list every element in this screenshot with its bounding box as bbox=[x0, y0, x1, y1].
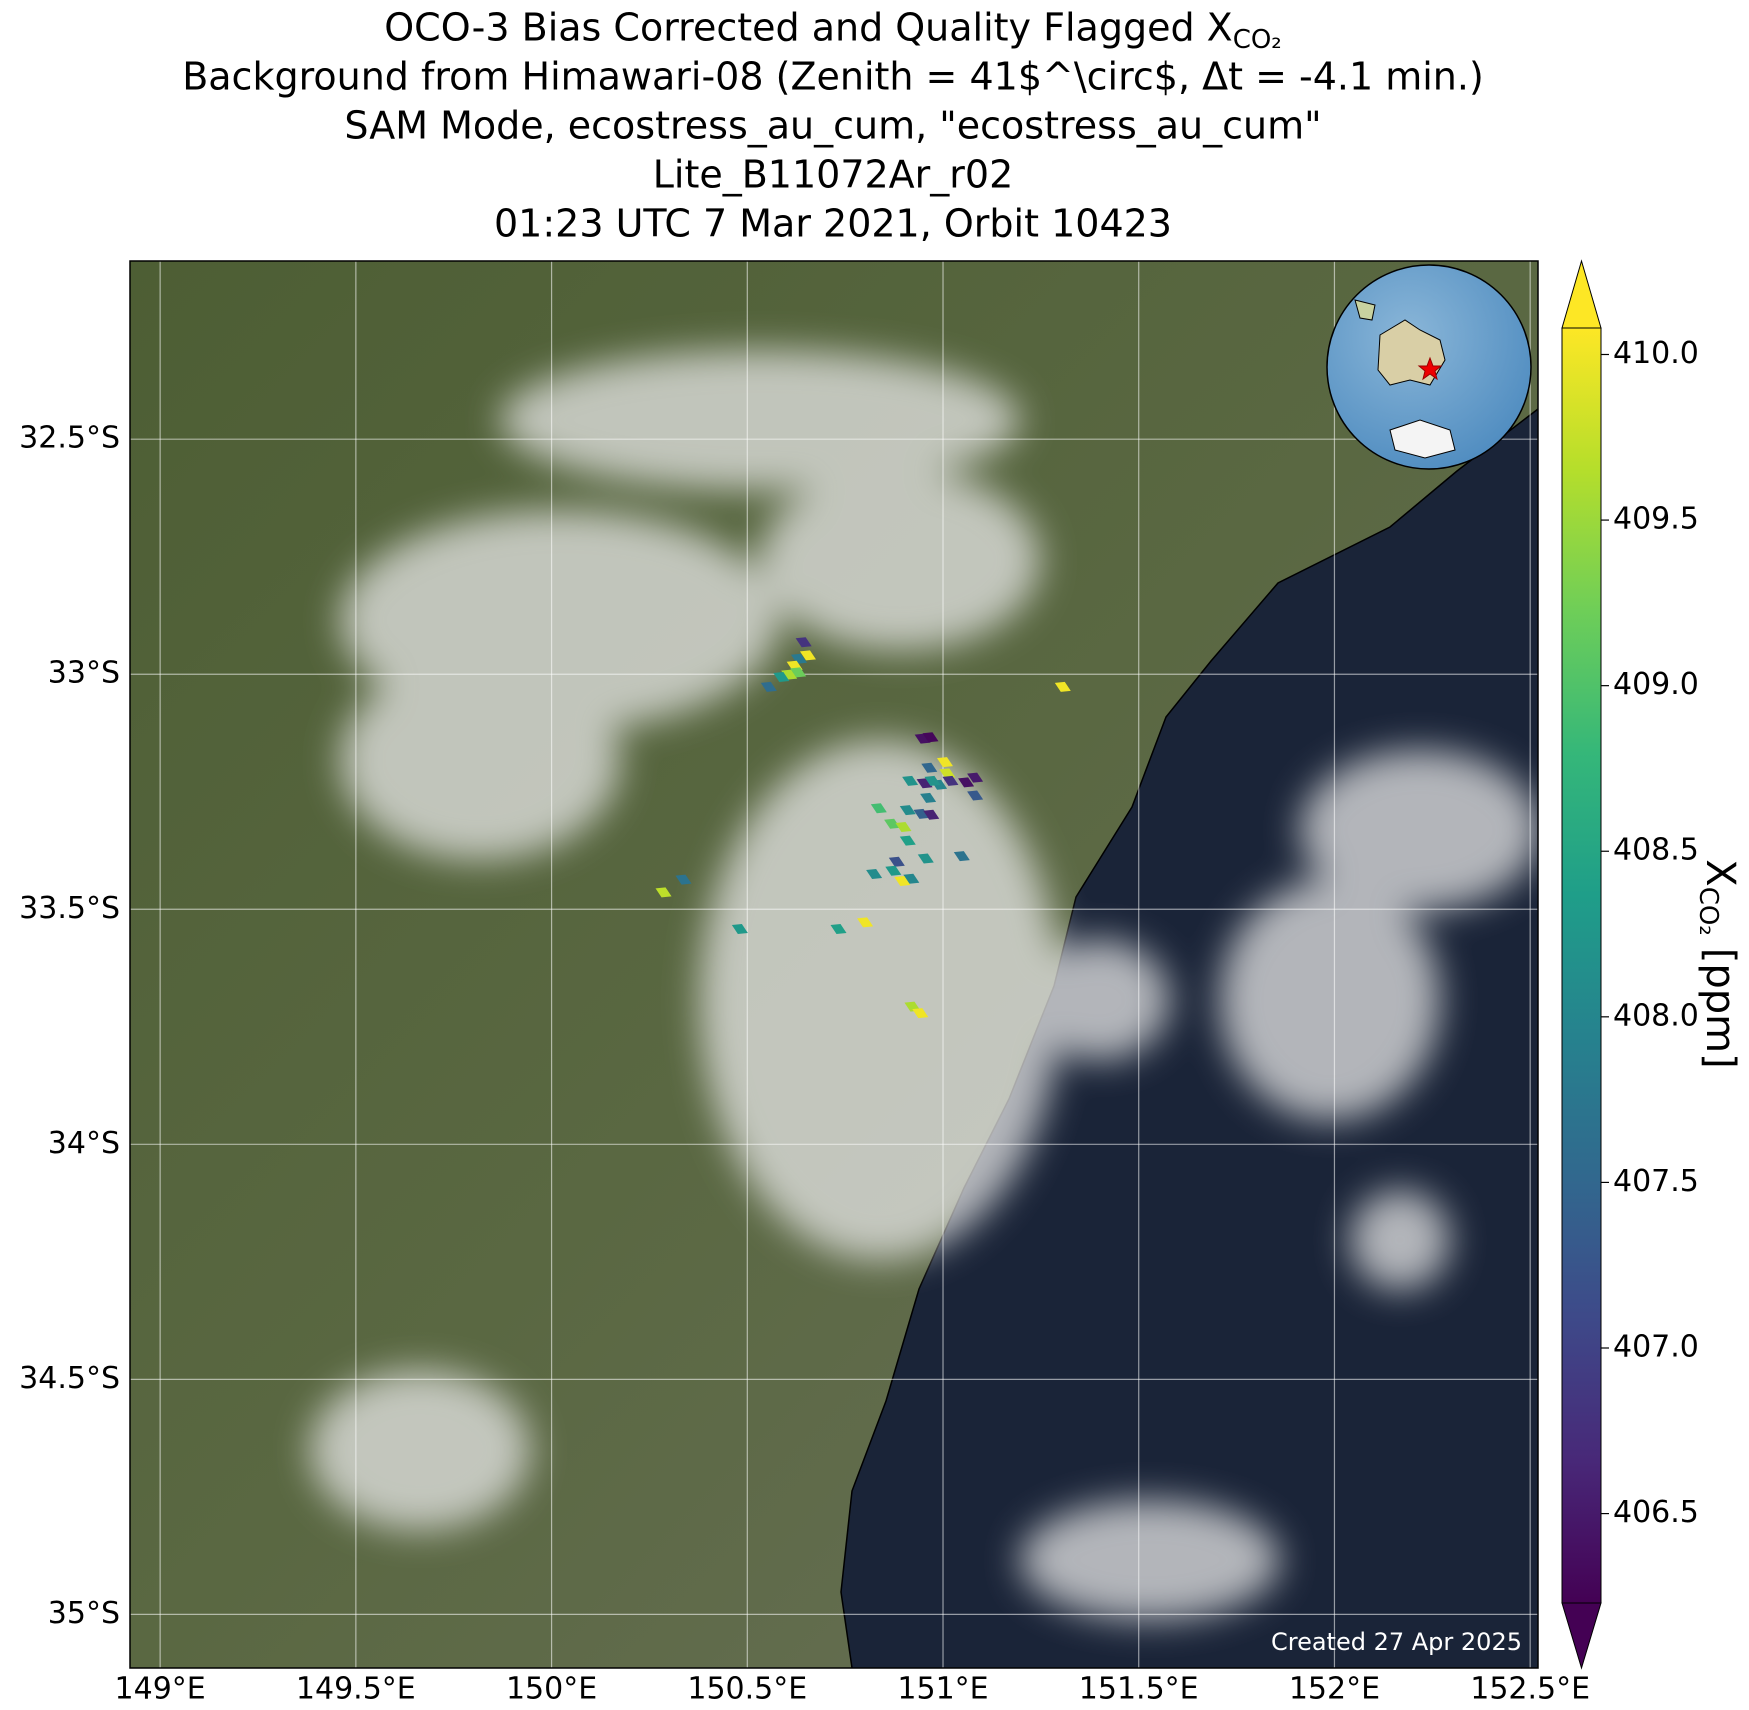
sounding bbox=[799, 650, 816, 661]
sounding bbox=[795, 637, 812, 648]
colorbar-tick-label: 408.0 bbox=[1613, 998, 1699, 1033]
title-line: Lite_B11072Ar_r02 bbox=[653, 153, 1014, 197]
x-tick-label: 152.5°E bbox=[1470, 1672, 1590, 1707]
x-tick-label: 151°E bbox=[897, 1672, 988, 1707]
sounding bbox=[895, 821, 912, 832]
y-tick-label: 33.5°S bbox=[19, 891, 120, 926]
sounding bbox=[903, 873, 920, 884]
x-tick-label: 150°E bbox=[506, 1672, 597, 1707]
x-tick-label: 149.5°E bbox=[296, 1672, 416, 1707]
y-tick-label: 32.5°S bbox=[19, 421, 120, 456]
title-line: SAM Mode, ecostress_au_cum, "ecostress_a… bbox=[344, 104, 1321, 148]
sounding bbox=[731, 924, 748, 935]
sounding bbox=[958, 777, 975, 788]
grid bbox=[130, 261, 1538, 1668]
soundings bbox=[655, 637, 1071, 1019]
sounding bbox=[912, 1008, 929, 1019]
colorbar: 406.5 407.0 407.5 408.0 408.5 409.0 409.5 410.0… bbox=[1561, 259, 1744, 1670]
sounding bbox=[924, 775, 941, 786]
title-subscript: CO₂ bbox=[1233, 25, 1282, 55]
x-tick-label: 151.5°E bbox=[1079, 1672, 1199, 1707]
sounding bbox=[967, 790, 984, 801]
colorbar-label-symbol: X bbox=[1697, 859, 1743, 886]
sounding bbox=[917, 853, 934, 864]
sounding bbox=[914, 733, 931, 744]
sounding bbox=[888, 856, 905, 867]
sounding bbox=[857, 917, 874, 928]
labels: OCO-3 Bias Corrected and Quality Flagged… bbox=[19, 6, 1590, 1707]
colorbar-label-subscript: CO₂ bbox=[1694, 887, 1724, 936]
title-line: 01:23 UTC 7 Mar 2021, Orbit 10423 bbox=[494, 202, 1172, 246]
sounding bbox=[923, 809, 940, 820]
sounding bbox=[885, 865, 902, 876]
colorbar-label: XCO₂ [ppm] bbox=[1694, 859, 1744, 1068]
sounding bbox=[894, 876, 911, 887]
colorbar-extend-bottom bbox=[1561, 1602, 1602, 1670]
sounding bbox=[790, 653, 807, 664]
colorbar-scale bbox=[1561, 327, 1602, 1604]
x-tick-label: 152°E bbox=[1289, 1672, 1380, 1707]
sounding bbox=[916, 778, 933, 789]
footer: Created 27 Apr 2025 bbox=[1271, 1628, 1522, 1656]
colorbar-tick-label: 409.0 bbox=[1613, 667, 1699, 702]
inset-globe bbox=[1326, 264, 1532, 470]
sounding bbox=[675, 874, 692, 885]
sounding bbox=[1054, 681, 1071, 692]
sounding bbox=[921, 762, 938, 773]
y-tick-label: 34.5°S bbox=[19, 1361, 120, 1396]
sounding bbox=[781, 669, 798, 680]
sounding bbox=[760, 681, 777, 692]
y-tick-label: 34°S bbox=[48, 1126, 120, 1161]
sounding bbox=[866, 869, 883, 880]
title-line: OCO-3 Bias Corrected and Quality Flagged… bbox=[384, 6, 1281, 55]
colorbar-tick-label: 410.0 bbox=[1613, 336, 1699, 371]
sounding bbox=[773, 672, 790, 683]
sounding bbox=[790, 667, 807, 678]
y-tick-label: 33°S bbox=[48, 656, 120, 691]
x-tick-label: 150.5°E bbox=[687, 1672, 807, 1707]
x-tick-label: 149°E bbox=[115, 1672, 206, 1707]
map-frame bbox=[129, 260, 1539, 1669]
sounding bbox=[870, 803, 887, 814]
sounding bbox=[942, 775, 959, 786]
colorbar-tick-label: 407.0 bbox=[1613, 1330, 1699, 1365]
sounding bbox=[936, 757, 953, 768]
colorbar-tick-label: 407.5 bbox=[1613, 1164, 1699, 1199]
sounding bbox=[939, 768, 956, 779]
colorbar-tick-label: 406.5 bbox=[1613, 1495, 1699, 1530]
colorbar-extend-top bbox=[1561, 259, 1602, 329]
sounding bbox=[922, 732, 939, 743]
sounding bbox=[953, 851, 970, 862]
sounding bbox=[899, 805, 916, 816]
background-image bbox=[130, 261, 1538, 1668]
colorbar-tick-label: 408.5 bbox=[1613, 833, 1699, 868]
colorbar-label-unit: [ppm] bbox=[1697, 948, 1743, 1069]
sounding bbox=[655, 887, 672, 898]
y-tick-label: 35°S bbox=[48, 1596, 120, 1631]
sounding bbox=[899, 835, 916, 846]
colorbar-tick-label: 409.5 bbox=[1613, 502, 1699, 537]
sounding bbox=[913, 808, 930, 819]
title-line: Background from Himawari-08 (Zenith = 41… bbox=[182, 55, 1484, 99]
sounding bbox=[902, 775, 919, 786]
sounding bbox=[884, 818, 901, 829]
sounding bbox=[967, 772, 984, 783]
sounding bbox=[920, 792, 937, 803]
sounding bbox=[830, 924, 847, 935]
